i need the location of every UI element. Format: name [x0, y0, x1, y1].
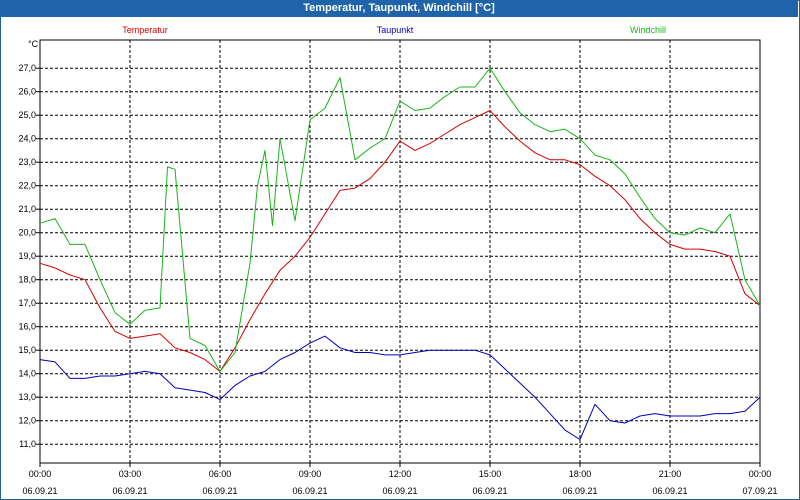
legend-taupunkt: Taupunkt: [377, 25, 414, 35]
x-tick-time: 00:00: [749, 469, 772, 479]
x-tick-date: 06.09.21: [292, 486, 327, 496]
series-line-windchill: [39, 67, 761, 372]
x-tick-date: 06.09.21: [652, 486, 687, 496]
y-tick-label: 25,0: [18, 110, 36, 120]
y-tick-label: 14,0: [18, 369, 36, 379]
y-tick-label: 16,0: [18, 322, 36, 332]
x-tick-time: 12:00: [389, 469, 412, 479]
y-tick-label: 11,0: [19, 439, 36, 449]
series-line-temperatur: [39, 110, 761, 372]
x-tick-time: 21:00: [659, 469, 682, 479]
x-tick-time: 15:00: [479, 469, 502, 479]
y-axis-ticks: 11,0 12,0 13,0 14,0 15,0 16,0 17,0 18,0 19,0 20,0…: [18, 63, 40, 449]
y-tick-label: 18,0: [18, 275, 36, 285]
y-tick-label: 12,0: [18, 416, 36, 426]
y-axis-label: °C: [28, 39, 39, 49]
legend-temperatur: Temperatur: [122, 25, 168, 35]
y-tick-label: 23,0: [18, 157, 36, 167]
y-tick-label: 13,0: [18, 392, 36, 402]
x-tick-time: 06:00: [209, 469, 232, 479]
y-tick-label: 21,0: [18, 204, 36, 214]
y-tick-label: 27,0: [18, 63, 36, 73]
x-tick-date: 06.09.21: [22, 486, 57, 496]
x-tick-date: 07.09.21: [742, 486, 777, 496]
y-tick-label: 19,0: [18, 251, 36, 261]
grid-lines: [40, 40, 760, 463]
x-tick-time: 00:00: [29, 469, 52, 479]
y-tick-label: 24,0: [18, 134, 36, 144]
x-tick-time: 03:00: [119, 469, 142, 479]
y-tick-label: 20,0: [18, 228, 36, 238]
y-tick-label: 15,0: [18, 345, 36, 355]
y-tick-label: 17,0: [18, 298, 36, 308]
x-tick-date: 06.09.21: [562, 486, 597, 496]
series-line-taupunkt: [39, 335, 761, 440]
x-tick-date: 06.09.21: [112, 486, 147, 496]
legend: Temperatur Taupunkt Windchill: [122, 25, 666, 35]
legend-windchill: Windchill: [630, 25, 666, 35]
x-tick-time: 18:00: [569, 469, 592, 479]
chart-title: Temperatur, Taupunkt, Windchill [°C]: [0, 0, 798, 17]
y-tick-label: 22,0: [18, 181, 36, 191]
y-tick-label: 26,0: [18, 87, 36, 97]
x-tick-date: 06.09.21: [382, 486, 417, 496]
x-tick-time: 09:00: [299, 469, 322, 479]
x-axis-ticks: 00:00 06.09.21 03:00 06.09.21 06:00 06.09.21 0…: [22, 463, 778, 496]
series-lines: [39, 67, 761, 440]
x-tick-date: 06.09.21: [472, 486, 507, 496]
x-tick-date: 06.09.21: [202, 486, 237, 496]
